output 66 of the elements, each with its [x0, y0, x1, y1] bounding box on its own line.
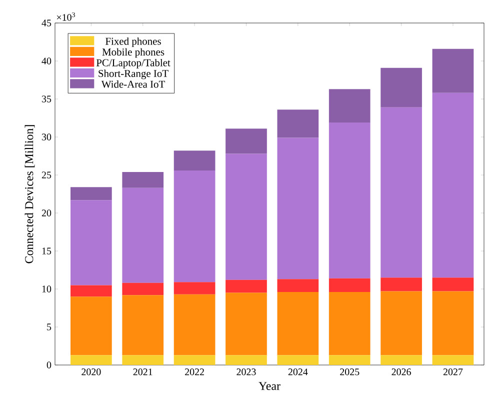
bar: [380, 355, 422, 365]
bar: [328, 292, 370, 356]
legend-label: PC/Laptop/Tablet: [96, 58, 170, 68]
bar: [277, 110, 319, 138]
bar: [380, 68, 422, 108]
bar: [277, 355, 319, 365]
legend-label: Fixed phones: [106, 37, 161, 47]
bar: [328, 122, 370, 278]
x-tick-label: 2022: [185, 368, 204, 376]
y-tick-label: 10: [42, 286, 52, 292]
bar: [226, 292, 267, 356]
text: ×10$^{3}$: [56, 12, 75, 21]
bar: [70, 296, 112, 356]
bar: [174, 355, 216, 365]
y-tick-label: 25: [42, 172, 52, 178]
bar: [70, 355, 112, 365]
y-axis-title: Connected Devices [Million]: [24, 125, 35, 264]
x-axis-title: Year: [258, 382, 280, 390]
x-tick-label: 2025: [340, 368, 360, 376]
bar: [226, 280, 267, 293]
bar: [122, 295, 164, 356]
bar: [380, 291, 422, 356]
bar: [70, 200, 112, 286]
bar: [432, 48, 474, 93]
bar: [277, 292, 319, 356]
bar: [328, 278, 370, 292]
bar: [226, 355, 267, 365]
bar: [277, 279, 319, 292]
bar: [226, 154, 267, 280]
legend-label: Mobile phones: [102, 48, 164, 58]
x-tick-label: 2021: [133, 368, 152, 376]
bar: [174, 282, 216, 294]
bar: [226, 128, 267, 154]
legend-label: Wide-Area IoT: [101, 80, 165, 88]
bar: [122, 172, 164, 188]
y-tick-label: 30: [42, 134, 52, 140]
bar: [432, 291, 474, 356]
bar: [70, 187, 112, 200]
y-tick-label: 0: [46, 362, 52, 368]
y-tick-label: 35: [42, 96, 52, 102]
bar: [70, 285, 112, 297]
y-tick-label: 5: [47, 324, 52, 330]
bar: [122, 355, 164, 365]
bar: [174, 170, 216, 282]
bar: [432, 355, 474, 365]
y-tick-label: 20: [42, 210, 52, 216]
x-tick-label: 2024: [288, 368, 308, 376]
bar: [432, 278, 474, 292]
bar: [277, 138, 319, 280]
bar: [328, 89, 370, 123]
bar: [328, 355, 370, 365]
bar: [174, 150, 216, 170]
bar: [174, 294, 216, 356]
bar: [122, 282, 164, 296]
x-tick-label: 2027: [443, 368, 463, 376]
y-tick-label: 45: [42, 20, 52, 26]
x-tick-label: 2026: [392, 368, 411, 376]
x-tick-label: 2023: [236, 368, 256, 376]
x-tick-label: 2020: [82, 368, 101, 376]
bar: [122, 188, 164, 283]
bar: [380, 278, 422, 292]
y-tick-label: 40: [42, 58, 52, 64]
legend-label: Short-Range IoT: [98, 70, 168, 80]
y-tick-label: 15: [42, 248, 52, 254]
bar: [380, 107, 422, 278]
bar: [432, 92, 474, 278]
